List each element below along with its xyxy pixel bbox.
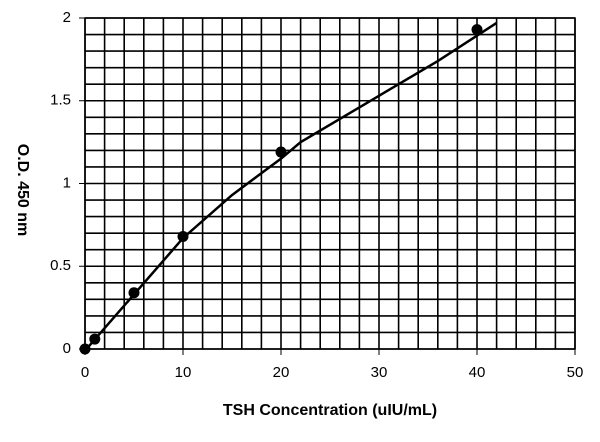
y-tick-label: 1 <box>63 174 71 191</box>
point <box>89 333 101 345</box>
point <box>275 146 287 158</box>
point <box>471 24 483 36</box>
x-tick-label: 20 <box>273 364 290 381</box>
fit-curve <box>84 21 498 352</box>
y-tick-label: 0 <box>63 340 71 357</box>
point <box>177 230 189 242</box>
x-tick-label: 50 <box>567 364 584 381</box>
y-tick-label: 2 <box>63 9 71 26</box>
y-axis-title: O.D. 450 nm <box>14 144 31 236</box>
y-tick-label: 0.5 <box>50 257 71 274</box>
x-tick-label: 10 <box>175 364 192 381</box>
x-tick-label: 0 <box>81 364 89 381</box>
x-tick-label: 30 <box>371 364 388 381</box>
y-tick-label: 1.5 <box>50 92 71 109</box>
point <box>128 287 140 299</box>
x-tick-label: 40 <box>469 364 486 381</box>
point <box>79 343 91 355</box>
x-axis-title: TSH Concentration (uIU/mL) <box>223 402 437 419</box>
